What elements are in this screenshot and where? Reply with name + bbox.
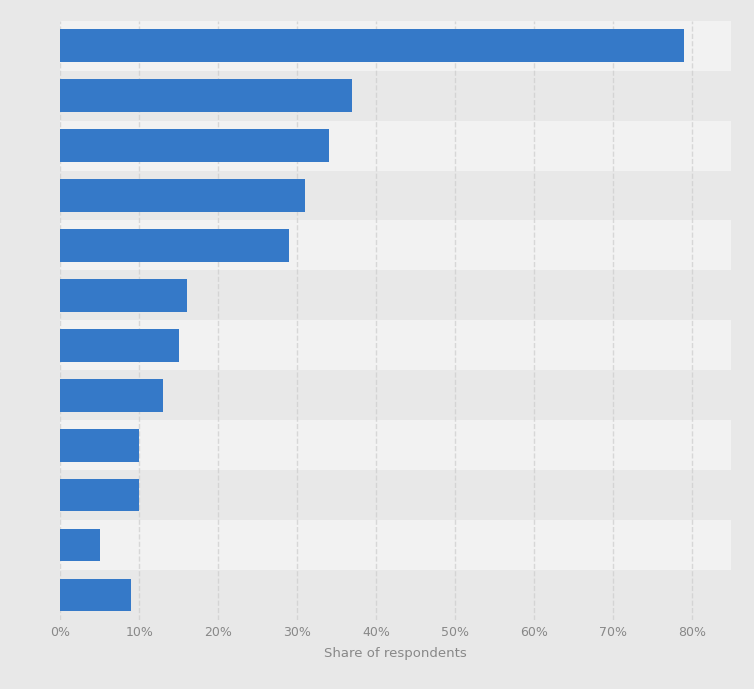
- Bar: [60, 79, 352, 112]
- Bar: [60, 71, 731, 121]
- Bar: [60, 420, 731, 471]
- Bar: [60, 21, 731, 71]
- Bar: [60, 520, 731, 570]
- Bar: [60, 279, 187, 311]
- Bar: [60, 329, 179, 362]
- Bar: [60, 171, 731, 220]
- Bar: [60, 130, 329, 162]
- Bar: [60, 479, 139, 511]
- Bar: [60, 529, 100, 562]
- Bar: [60, 471, 731, 520]
- Bar: [60, 320, 731, 371]
- Bar: [60, 579, 131, 611]
- Bar: [60, 379, 163, 411]
- Bar: [60, 570, 731, 620]
- Bar: [60, 271, 731, 320]
- Bar: [60, 220, 731, 271]
- X-axis label: Share of respondents: Share of respondents: [324, 647, 467, 660]
- Bar: [60, 179, 305, 212]
- Bar: [60, 371, 731, 420]
- Bar: [60, 30, 684, 62]
- Bar: [60, 229, 290, 262]
- Bar: [60, 429, 139, 462]
- Bar: [60, 121, 731, 171]
